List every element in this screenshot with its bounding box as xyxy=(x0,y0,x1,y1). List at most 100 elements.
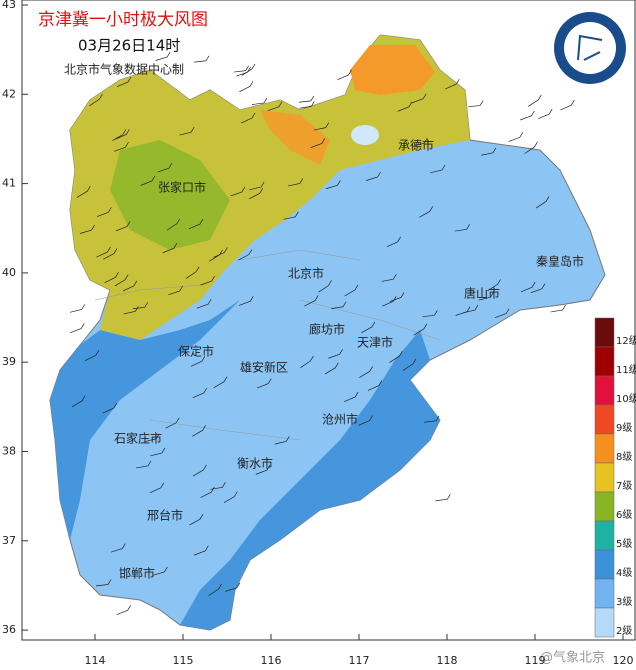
wind-barb xyxy=(299,101,315,109)
wind-barb xyxy=(381,274,397,282)
wind-barb xyxy=(328,349,343,359)
legend-swatch xyxy=(594,375,615,406)
wind-barb xyxy=(123,306,139,315)
boundary-lines xyxy=(94,249,441,441)
wind-barb xyxy=(435,494,451,502)
wind-barb xyxy=(200,486,215,498)
wind-barb xyxy=(344,391,359,403)
lon-label: 118 xyxy=(437,654,458,667)
wind-barb xyxy=(550,304,566,313)
region-green xyxy=(110,140,230,250)
wind-barb xyxy=(213,247,228,258)
legend-label: 10级 xyxy=(616,393,636,405)
wind-barb xyxy=(313,122,329,131)
wind-barb xyxy=(413,323,428,336)
wind-barb xyxy=(208,583,222,596)
lat-label: 42 xyxy=(2,87,16,100)
title: 京津冀一小时极大风图 xyxy=(38,10,208,30)
wind-barb xyxy=(210,482,226,490)
wind-barb xyxy=(283,211,299,220)
wind-barb xyxy=(524,141,538,154)
wind-barb xyxy=(255,464,271,475)
lat-label: 37 xyxy=(2,534,16,547)
city-label: 石家庄市 xyxy=(114,431,162,446)
wind-barb xyxy=(382,296,397,307)
wind-barb xyxy=(132,302,149,310)
city-label: 张家口市 xyxy=(158,180,206,195)
legend-label: 11级 xyxy=(616,364,636,376)
region-orange xyxy=(350,45,435,95)
lon-label: 120 xyxy=(613,654,634,667)
wind-barb xyxy=(96,207,112,217)
wind-barb xyxy=(115,221,131,232)
wind-barb xyxy=(189,514,204,526)
wind-barb xyxy=(454,224,470,232)
lat-label: 39 xyxy=(2,355,16,368)
wind-barb xyxy=(116,76,132,88)
legend-swatch xyxy=(594,317,615,348)
lat-label: 38 xyxy=(2,445,16,458)
wind-barb xyxy=(223,491,238,504)
wind-barb xyxy=(110,543,126,553)
wind-barb xyxy=(365,171,381,181)
wind-barb xyxy=(288,178,304,187)
wind-barb xyxy=(508,132,524,142)
producer: 北京市气象数据中心制 xyxy=(64,62,184,77)
wind-barb xyxy=(422,310,438,318)
legend-label: 8级 xyxy=(616,451,632,463)
city-label: 邯郸市 xyxy=(119,566,155,581)
wind-barb xyxy=(233,65,249,73)
legend-label: 3级 xyxy=(616,596,632,608)
legend-label: 7级 xyxy=(616,480,632,492)
lon-label: 116 xyxy=(261,654,282,667)
lon-label: 115 xyxy=(173,654,194,667)
wind-barb xyxy=(69,323,85,334)
legend-swatch xyxy=(594,462,615,493)
wind-barb xyxy=(102,403,118,414)
wind-barb xyxy=(537,108,553,120)
wind-barb xyxy=(157,162,173,173)
wind-barb xyxy=(361,321,376,334)
wind-barb xyxy=(196,298,212,309)
wind-barb xyxy=(238,249,253,261)
wind-barb xyxy=(104,272,119,283)
wind-barb xyxy=(190,356,206,367)
wind-barb xyxy=(150,447,166,457)
wind-barb xyxy=(389,292,405,302)
wind-barb xyxy=(95,579,112,587)
wind-barb xyxy=(331,301,347,309)
wind-barb xyxy=(103,248,118,260)
wind-barb xyxy=(487,279,501,292)
wind-barb xyxy=(200,275,215,286)
wind-barb xyxy=(310,138,326,149)
wind-barb xyxy=(530,283,546,294)
wind-barb xyxy=(192,464,207,477)
wind-barb xyxy=(430,164,446,174)
city-label: 雄安新区 xyxy=(240,360,288,375)
legend-swatch xyxy=(594,520,615,551)
wind-barb xyxy=(412,138,428,147)
region-band-4 xyxy=(180,330,440,630)
wind-barb xyxy=(84,350,100,361)
wind-barb xyxy=(188,218,204,230)
wind-barb xyxy=(89,93,103,107)
logo-inner xyxy=(564,22,616,74)
city-label: 衡水市 xyxy=(237,456,273,471)
wind-barbs xyxy=(69,51,575,616)
lat-label: 43 xyxy=(2,0,16,11)
legend-label: 2级 xyxy=(616,625,632,637)
lat-label: 36 xyxy=(2,623,16,636)
wind-barb xyxy=(149,482,165,494)
wind-barb xyxy=(535,196,550,209)
wind-barb xyxy=(230,186,246,197)
wind-barb xyxy=(249,181,265,191)
wind-barb xyxy=(298,95,315,103)
wind-barb xyxy=(116,605,131,616)
wind-barb xyxy=(324,362,339,375)
legend-label: 6级 xyxy=(616,509,632,521)
wind-barb xyxy=(136,460,152,469)
wind-barb xyxy=(560,99,575,111)
wind-barb xyxy=(256,378,272,389)
wind-barb xyxy=(179,127,195,136)
